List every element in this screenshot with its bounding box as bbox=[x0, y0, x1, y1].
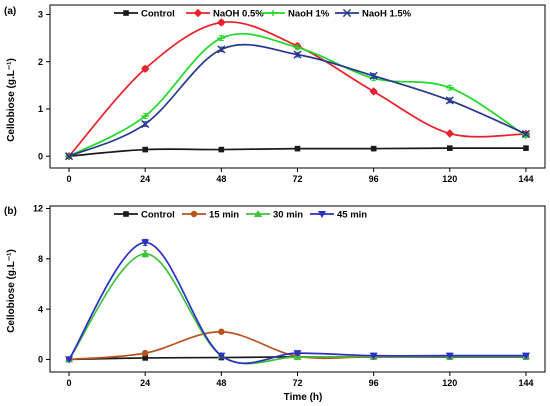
panel-a-legend-label: NaoH 1% bbox=[288, 9, 330, 20]
panel-a-data-point bbox=[218, 146, 225, 153]
panel-b-plot-frame bbox=[49, 205, 546, 373]
panel-b-series-3 bbox=[68, 241, 526, 365]
panel-a-data-point bbox=[521, 129, 531, 139]
panel-a-data-point bbox=[217, 35, 226, 42]
panel-a-data-point bbox=[142, 146, 148, 153]
panel-a-series-3-markers bbox=[64, 45, 531, 161]
panel-a-label: (a) bbox=[4, 6, 16, 17]
panel-b-data-point bbox=[141, 349, 149, 357]
panel-a-legend-marker bbox=[123, 10, 129, 16]
panel-a-data-point bbox=[64, 152, 74, 161]
panel-a-plot-frame bbox=[49, 4, 546, 169]
panel-a-series-3 bbox=[68, 43, 527, 157]
panel-a: (a) Cellobiose (g.L⁻¹) 0 24 48 72 96 120 144 0 1… bbox=[4, 4, 546, 184]
panel-a-data-point bbox=[447, 145, 453, 151]
panel-a-data-point bbox=[445, 96, 454, 105]
panel-a-x-tick-label: 144 bbox=[518, 174, 533, 184]
panel-b-legend-label: 30 min bbox=[273, 210, 303, 221]
panel-a-data-point bbox=[293, 50, 302, 59]
panel-b-x-tick-label: 0 bbox=[67, 378, 72, 388]
panel-b-legend-item: Control bbox=[114, 210, 175, 221]
panel-b-legend-item: 15 min bbox=[182, 210, 239, 221]
panel-b-x-tick-label: 24 bbox=[140, 378, 150, 388]
panel-b-data-point bbox=[521, 352, 530, 360]
panel-b-y-tick-label: 8 bbox=[38, 254, 43, 264]
panel-b-data-point bbox=[217, 352, 226, 360]
panel-a-legend-item: NaoH 1.5% bbox=[335, 9, 412, 20]
panel-b-legend-marker bbox=[123, 211, 129, 217]
panel-a-data-point bbox=[523, 145, 529, 151]
panel-b-legend-item: 45 min bbox=[310, 210, 367, 221]
panel-a-data-point bbox=[369, 71, 378, 80]
panel-b-data-point bbox=[218, 328, 225, 335]
panel-a-legend-label: Control bbox=[141, 9, 175, 20]
panel-a-data-point bbox=[293, 44, 302, 51]
panel-a-x-tick-label: 120 bbox=[442, 174, 457, 184]
panel-b-series-line bbox=[68, 252, 526, 365]
panel-a-legend-item: NaoH 1% bbox=[261, 9, 330, 20]
panel-b-y-axis-title: Cellobiose (g.L⁻¹) bbox=[6, 249, 17, 333]
panel-a-series-1-markers bbox=[64, 18, 531, 161]
panel-b-data-point bbox=[141, 239, 150, 247]
panel-a-legend-item: Control bbox=[114, 9, 175, 20]
panel-b-series-2-markers bbox=[65, 249, 530, 363]
panel-a-legend-marker bbox=[193, 8, 203, 18]
panel-a-data-point bbox=[141, 119, 150, 129]
panel-a-legend-item: NaOH 0.5% bbox=[186, 9, 264, 20]
panel-a-x-tick-label: 72 bbox=[292, 174, 302, 184]
panel-a-data-point bbox=[370, 145, 377, 152]
panel-b-legend-marker bbox=[190, 210, 198, 218]
panel-a-data-point bbox=[445, 129, 455, 138]
panel-b-y-tick-label: 12 bbox=[33, 204, 43, 214]
panel-b-y-tick-label: 0 bbox=[38, 355, 43, 365]
panel-b-x-axis-title: Time (h) bbox=[284, 392, 323, 403]
panel-b-data-point bbox=[142, 355, 148, 361]
panel-a-data-point bbox=[217, 18, 226, 27]
panel-b-x-tick-label: 72 bbox=[292, 378, 302, 388]
panel-a-legend-label: NaOH 0.5% bbox=[213, 9, 264, 20]
panel-a-legend-marker bbox=[269, 10, 277, 16]
panel-a-x-tick-label: 0 bbox=[67, 174, 72, 184]
panel-a-x-tick-label: 96 bbox=[369, 174, 379, 184]
panel-b-series-line bbox=[68, 241, 526, 365]
panel-a-data-point bbox=[369, 87, 378, 96]
panel-b-legend-marker bbox=[318, 211, 326, 218]
panel-b-x-tick-label: 96 bbox=[369, 378, 379, 388]
panel-a-x-tick-label: 24 bbox=[140, 174, 150, 184]
panel-b-data-point bbox=[141, 249, 150, 257]
panel-a-data-point bbox=[141, 113, 150, 120]
panel-a-legend-label: NaoH 1.5% bbox=[362, 9, 412, 20]
panel-b-legend-item: 30 min bbox=[246, 210, 303, 221]
panel-b-y-tick-label: 4 bbox=[38, 304, 43, 314]
panel-b-legend-marker bbox=[254, 210, 262, 217]
panel-b-x-tick-label: 144 bbox=[518, 378, 533, 388]
panel-b-legend-label: Control bbox=[141, 210, 175, 221]
panel-b-x-tick-label: 48 bbox=[216, 378, 226, 388]
panel-b-legend-label: 15 min bbox=[209, 210, 239, 221]
panel-a-data-point bbox=[294, 145, 301, 152]
panel-a-y-tick-label: 0 bbox=[38, 151, 43, 161]
panel-b-series-2 bbox=[68, 252, 526, 365]
panel-b-legend-label: 45 min bbox=[337, 210, 367, 221]
panel-b-x-tick-label: 120 bbox=[442, 378, 457, 388]
panel-b-series-3-markers bbox=[65, 238, 530, 364]
panel-b-data-point bbox=[445, 352, 454, 360]
panel-a-x-tick-label: 48 bbox=[216, 174, 226, 184]
panel-a-y-tick-label: 2 bbox=[38, 57, 43, 67]
panel-a-data-point bbox=[445, 84, 454, 91]
panel-b-label: (b) bbox=[4, 206, 17, 217]
panel-a-data-point bbox=[217, 45, 226, 54]
panel-a-legend-marker bbox=[342, 8, 352, 18]
panel-b-data-point bbox=[65, 356, 74, 364]
panel-a-y-tick-label: 3 bbox=[38, 10, 43, 20]
panel-a-y-tick-label: 1 bbox=[38, 104, 43, 114]
panel-b: (b) Cellobiose (g.L⁻¹) Time (h) 0 24 48 72 9… bbox=[4, 204, 546, 403]
panel-b-data-point bbox=[369, 352, 378, 360]
panel-a-y-axis-title: Cellobiose (g.L⁻¹) bbox=[6, 58, 17, 142]
panel-b-data-point bbox=[293, 350, 302, 358]
panel-a-series-line bbox=[68, 43, 527, 157]
panel-a-data-point bbox=[140, 64, 150, 73]
